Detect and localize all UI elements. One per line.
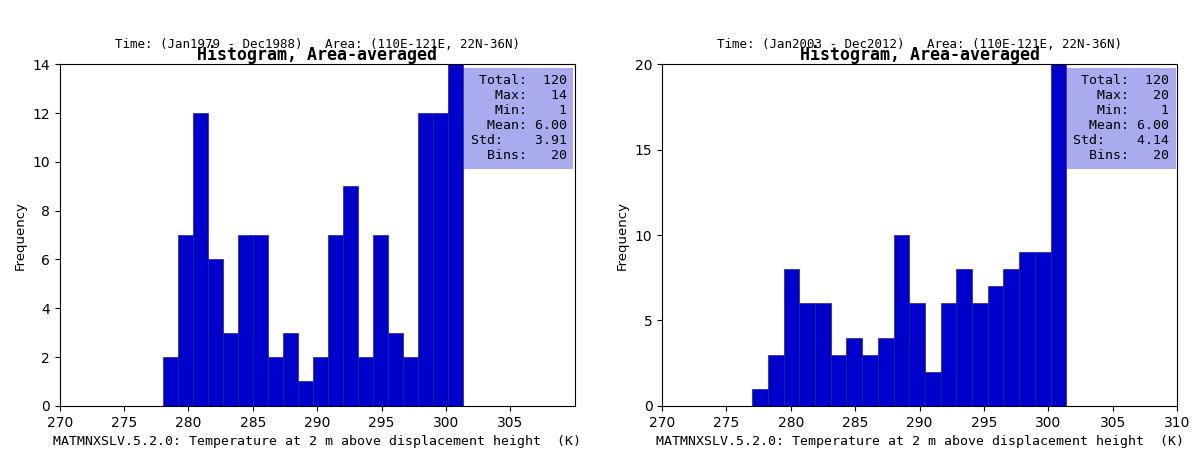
Text: Total:  120
Max:   20
Min:    1
Mean: 6.00
Std:    4.14
Bins:   20: Total: 120 Max: 20 Min: 1 Mean: 6.00 Std… xyxy=(1073,74,1169,163)
Bar xyxy=(1019,252,1035,406)
Bar xyxy=(402,357,418,406)
Bar xyxy=(815,304,831,406)
Bar xyxy=(752,389,768,406)
Text: Total:  120
Max:   14
Min:    1
Mean: 6.00
Std:    3.91
Bins:   20: Total: 120 Max: 14 Min: 1 Mean: 6.00 Std… xyxy=(471,74,567,163)
Bar xyxy=(193,113,208,406)
Bar xyxy=(253,235,267,406)
Bar xyxy=(237,235,253,406)
Bar xyxy=(846,338,862,406)
Bar xyxy=(388,333,402,406)
Bar xyxy=(862,355,878,406)
Bar xyxy=(784,269,799,406)
Bar xyxy=(1051,64,1067,406)
Title: Histogram, Area-averaged: Histogram, Area-averaged xyxy=(197,45,437,64)
Bar xyxy=(987,286,1003,406)
X-axis label: MATMNXSLV.5.2.0: Temperature at 2 m above displacement height  (K): MATMNXSLV.5.2.0: Temperature at 2 m abov… xyxy=(655,435,1184,448)
Bar xyxy=(432,113,448,406)
X-axis label: MATMNXSLV.5.2.0: Temperature at 2 m above displacement height  (K): MATMNXSLV.5.2.0: Temperature at 2 m abov… xyxy=(53,435,582,448)
Bar xyxy=(940,304,956,406)
Text: Time: (Jan1979 - Dec1988)   Area: (110E-121E, 22N-36N): Time: (Jan1979 - Dec1988) Area: (110E-12… xyxy=(114,37,520,50)
Bar xyxy=(267,357,283,406)
Y-axis label: Frequency: Frequency xyxy=(616,201,630,269)
Bar xyxy=(178,235,193,406)
Bar xyxy=(208,260,223,406)
Bar xyxy=(1003,269,1019,406)
Bar xyxy=(1035,252,1051,406)
Bar xyxy=(327,235,343,406)
Bar xyxy=(972,304,987,406)
Bar xyxy=(893,235,909,406)
Bar xyxy=(418,113,432,406)
Bar xyxy=(448,64,462,406)
Bar xyxy=(358,357,373,406)
Bar xyxy=(223,333,237,406)
Bar xyxy=(956,269,972,406)
Bar xyxy=(831,355,846,406)
Bar xyxy=(297,382,313,406)
Bar xyxy=(909,304,925,406)
Bar xyxy=(343,186,358,406)
Bar xyxy=(313,357,327,406)
Bar xyxy=(373,235,388,406)
Y-axis label: Frequency: Frequency xyxy=(14,201,26,269)
Bar xyxy=(799,304,815,406)
Bar xyxy=(283,333,297,406)
Title: Histogram, Area-averaged: Histogram, Area-averaged xyxy=(799,45,1039,64)
Bar xyxy=(163,357,178,406)
Text: Time: (Jan2003 - Dec2012)   Area: (110E-121E, 22N-36N): Time: (Jan2003 - Dec2012) Area: (110E-12… xyxy=(718,37,1122,50)
Bar xyxy=(878,338,893,406)
Bar xyxy=(925,371,940,406)
Bar xyxy=(768,355,784,406)
